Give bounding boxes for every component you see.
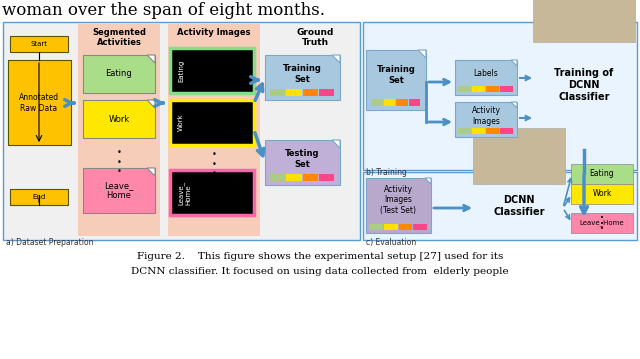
Text: •
•
•: • • • <box>212 150 216 178</box>
FancyBboxPatch shape <box>363 22 637 170</box>
FancyBboxPatch shape <box>571 213 633 233</box>
Text: a) Dataset Preparation: a) Dataset Preparation <box>6 238 93 247</box>
Text: Activity
Images: Activity Images <box>472 106 500 126</box>
Text: Ground
Truth: Ground Truth <box>296 28 333 47</box>
Text: •
•
•: • • • <box>116 148 122 176</box>
Bar <box>369 224 383 230</box>
Text: Training
Set: Training Set <box>376 65 415 85</box>
Text: Activity
Images
(Test Set): Activity Images (Test Set) <box>381 185 417 215</box>
FancyBboxPatch shape <box>265 140 340 185</box>
FancyBboxPatch shape <box>571 184 633 204</box>
Bar <box>286 89 301 96</box>
FancyBboxPatch shape <box>571 164 633 184</box>
Text: Activity Images: Activity Images <box>177 28 251 37</box>
FancyBboxPatch shape <box>363 172 637 240</box>
Bar <box>270 174 285 181</box>
FancyBboxPatch shape <box>170 100 254 145</box>
Text: Eating: Eating <box>178 59 184 81</box>
FancyBboxPatch shape <box>3 22 360 240</box>
Bar <box>458 86 471 92</box>
FancyBboxPatch shape <box>533 0 635 42</box>
Bar <box>383 99 395 106</box>
Text: Eating: Eating <box>106 70 132 79</box>
FancyBboxPatch shape <box>10 189 68 205</box>
Text: Leave_Home: Leave_Home <box>580 220 624 227</box>
Text: Segmented
Activities: Segmented Activities <box>92 28 146 47</box>
Bar <box>413 224 427 230</box>
Bar <box>396 99 408 106</box>
FancyBboxPatch shape <box>455 102 517 137</box>
Text: Work: Work <box>108 115 130 123</box>
Bar <box>500 128 513 134</box>
Text: Labels: Labels <box>474 70 499 79</box>
Text: Leave_
Home: Leave_ Home <box>178 181 191 205</box>
Polygon shape <box>418 50 426 58</box>
Bar <box>486 86 499 92</box>
Polygon shape <box>511 60 517 66</box>
Bar <box>408 99 420 106</box>
FancyBboxPatch shape <box>8 60 71 145</box>
Bar <box>303 174 317 181</box>
Text: Training
Set: Training Set <box>283 64 322 84</box>
Polygon shape <box>332 55 340 63</box>
Text: DCNN classifier. It focused on using data collected from  elderly people: DCNN classifier. It focused on using dat… <box>131 267 509 276</box>
Bar <box>270 89 285 96</box>
Text: woman over the span of eight months.: woman over the span of eight months. <box>2 2 325 19</box>
FancyBboxPatch shape <box>265 55 340 100</box>
Bar <box>384 224 397 230</box>
Text: Training of
DCNN
Classifier: Training of DCNN Classifier <box>554 67 614 102</box>
Text: •
•
•: • • • <box>600 215 604 232</box>
FancyBboxPatch shape <box>473 128 565 184</box>
Bar <box>303 89 317 96</box>
FancyBboxPatch shape <box>10 36 68 52</box>
FancyBboxPatch shape <box>455 60 517 95</box>
Polygon shape <box>332 140 340 148</box>
Bar <box>399 224 412 230</box>
Text: Start: Start <box>31 41 47 47</box>
Bar <box>458 128 471 134</box>
FancyBboxPatch shape <box>83 100 155 138</box>
Polygon shape <box>147 100 155 108</box>
FancyBboxPatch shape <box>170 170 254 215</box>
Text: End: End <box>33 194 45 200</box>
Polygon shape <box>147 168 155 176</box>
Bar <box>472 86 485 92</box>
Bar <box>319 174 334 181</box>
FancyBboxPatch shape <box>366 50 426 110</box>
Text: Figure 2.    This figure shows the experimental setup [27] used for its: Figure 2. This figure shows the experime… <box>137 252 503 261</box>
Text: DCNN
Classifier: DCNN Classifier <box>493 195 545 217</box>
FancyBboxPatch shape <box>83 55 155 93</box>
FancyBboxPatch shape <box>83 168 155 213</box>
Text: Annotated
Raw Data: Annotated Raw Data <box>19 93 59 113</box>
FancyBboxPatch shape <box>168 24 260 236</box>
Text: Testing
Set: Testing Set <box>285 149 320 169</box>
FancyBboxPatch shape <box>170 48 254 93</box>
Polygon shape <box>147 55 155 63</box>
Text: Eating: Eating <box>589 169 614 178</box>
Bar <box>371 99 383 106</box>
Bar <box>486 128 499 134</box>
Text: Leave_
Home: Leave_ Home <box>104 181 134 200</box>
Bar <box>472 128 485 134</box>
Polygon shape <box>425 178 431 184</box>
FancyBboxPatch shape <box>366 178 431 233</box>
Text: b) Training: b) Training <box>366 168 407 177</box>
Polygon shape <box>511 102 517 108</box>
Text: c) Evaluation: c) Evaluation <box>366 238 416 247</box>
Text: Work: Work <box>178 114 184 131</box>
Bar <box>319 89 334 96</box>
FancyBboxPatch shape <box>78 24 160 236</box>
Text: Work: Work <box>592 190 612 199</box>
Bar <box>500 86 513 92</box>
Bar <box>286 174 301 181</box>
